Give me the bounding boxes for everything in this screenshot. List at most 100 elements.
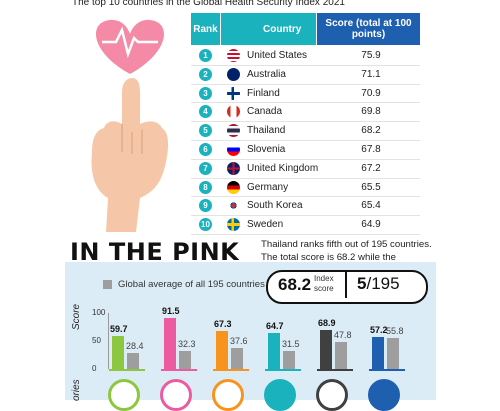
finland-flag-icon <box>227 86 240 100</box>
index-label-line2: score <box>314 284 334 293</box>
table-row: 1 United States 75.9 <box>191 47 420 66</box>
average-value-label: 37.6 <box>230 335 248 346</box>
y-tick-label: 100 <box>92 308 106 317</box>
baseline-strip <box>369 369 405 371</box>
country-header-label: Country <box>263 23 302 35</box>
sweden-flag-icon <box>227 218 240 232</box>
country-score: 75.9 <box>361 50 381 61</box>
thailand-value-label: 57.2 <box>370 324 388 335</box>
average-bar <box>179 350 191 369</box>
country-score: 69.8 <box>361 106 381 118</box>
country-score: 70.9 <box>361 87 381 99</box>
country-name: United Kingdom <box>247 162 319 174</box>
legend-label: Global average of all 195 countries <box>118 279 265 290</box>
shield-icon <box>108 379 140 411</box>
rank-column-header: Rank <box>191 13 220 45</box>
index-score-box <box>266 270 428 304</box>
country-score: 67.8 <box>361 143 381 155</box>
average-value-label: 47.8 <box>334 330 352 341</box>
country-column-header: Country <box>221 13 316 45</box>
rank-badge: 9 <box>199 199 212 213</box>
table-row: 10 Sweden 64.9 <box>191 216 420 235</box>
baseline-strip <box>317 369 353 371</box>
rank-badge: 3 <box>199 86 212 100</box>
canada-flag-icon <box>227 105 240 119</box>
score-axis-label: Score <box>71 303 82 330</box>
thailand-value-label: 67.3 <box>214 319 232 330</box>
country-score: 67.2 <box>361 162 381 174</box>
average-bar <box>387 337 399 369</box>
index-score-label: Index score <box>314 274 334 294</box>
slovenia-flag-icon <box>227 142 240 156</box>
country-score: 65.5 <box>361 181 381 193</box>
country-name: Germany <box>247 181 289 193</box>
baseline-strip <box>109 369 145 371</box>
rank-badge: 8 <box>199 180 212 194</box>
thailand-value-label: 91.5 <box>162 305 180 316</box>
table-row: 2 Australia 71.1 <box>191 66 420 85</box>
wifi-icon <box>160 379 192 411</box>
south-korea-flag-icon <box>227 199 240 213</box>
country-name: Australia <box>247 68 286 80</box>
australia-flag-icon <box>227 67 240 81</box>
score-box-divider <box>345 272 347 298</box>
country-score: 65.4 <box>361 200 381 212</box>
country-name: Thailand <box>247 125 286 137</box>
medkit-icon <box>264 379 296 411</box>
germany-flag-icon <box>227 180 240 194</box>
baseline-strip <box>161 369 197 371</box>
score-column-header: Score (total at 100 points) <box>317 13 420 45</box>
table-row: 3 Finland 70.9 <box>191 85 420 104</box>
average-bar <box>335 342 347 369</box>
average-bar <box>127 353 139 369</box>
rank-badge: 10 <box>199 218 212 232</box>
legend-swatch <box>103 280 112 289</box>
baseline-strip <box>265 369 301 371</box>
categories-axis-label: ories <box>71 379 82 401</box>
rank-badge: 6 <box>199 142 212 156</box>
average-bar <box>283 351 295 369</box>
thailand-value-label: 68.9 <box>318 318 336 329</box>
thailand-value-label: 64.7 <box>266 320 284 331</box>
y-tick-label: 0 <box>92 364 97 373</box>
rank-value: 5/195 <box>357 274 400 294</box>
page-title: The top 10 countries in the Global Healt… <box>72 0 345 8</box>
table-row: 4 Canada 69.8 <box>191 103 420 123</box>
average-bar <box>231 347 243 369</box>
table-row: 5 Thailand 68.2 <box>191 122 420 141</box>
globe-icon <box>316 379 348 411</box>
hand-icon <box>91 78 169 232</box>
ranking-table: Rank Country Score (total at 100 points)… <box>191 13 420 235</box>
hand-heart-illustration <box>91 19 169 232</box>
thailand-bar <box>164 317 176 369</box>
thailand-bar <box>216 331 228 369</box>
thailand-bar <box>112 335 124 369</box>
uk-flag-icon <box>227 161 240 175</box>
table-row: 9 South Korea 65.4 <box>191 197 420 217</box>
rank-badge: 5 <box>199 124 212 138</box>
average-value-label: 28.4 <box>126 341 144 352</box>
index-label-line1: Index <box>314 274 334 283</box>
average-value-label: 31.5 <box>282 339 300 350</box>
country-score: 68.2 <box>361 125 381 137</box>
baseline-strip <box>213 369 249 371</box>
table-row: 8 Germany 65.5 <box>191 179 420 198</box>
table-rows: 1 United States 75.9 2 Australia 71.1 3 Finland… <box>191 47 420 235</box>
thailand-bar <box>320 330 332 369</box>
thailand-bar <box>372 336 384 369</box>
rank-number: 5 <box>357 274 367 293</box>
rank-badge: 1 <box>199 49 212 62</box>
rank-badge: 2 <box>199 67 212 81</box>
index-score-value: 68.2 <box>278 275 312 294</box>
country-name: South Korea <box>247 200 303 212</box>
runner-icon <box>212 379 244 411</box>
country-score: 71.1 <box>361 68 381 80</box>
section-title: IN THE PINK <box>70 238 240 266</box>
rank-badge: 7 <box>199 161 212 175</box>
y-axis-line <box>108 313 109 369</box>
y-tick-label: 50 <box>92 336 101 345</box>
thailand-value-label: 59.7 <box>110 323 128 334</box>
rank-badge: 4 <box>199 105 212 119</box>
country-score: 64.9 <box>361 219 381 231</box>
rank-total: /195 <box>366 274 400 293</box>
